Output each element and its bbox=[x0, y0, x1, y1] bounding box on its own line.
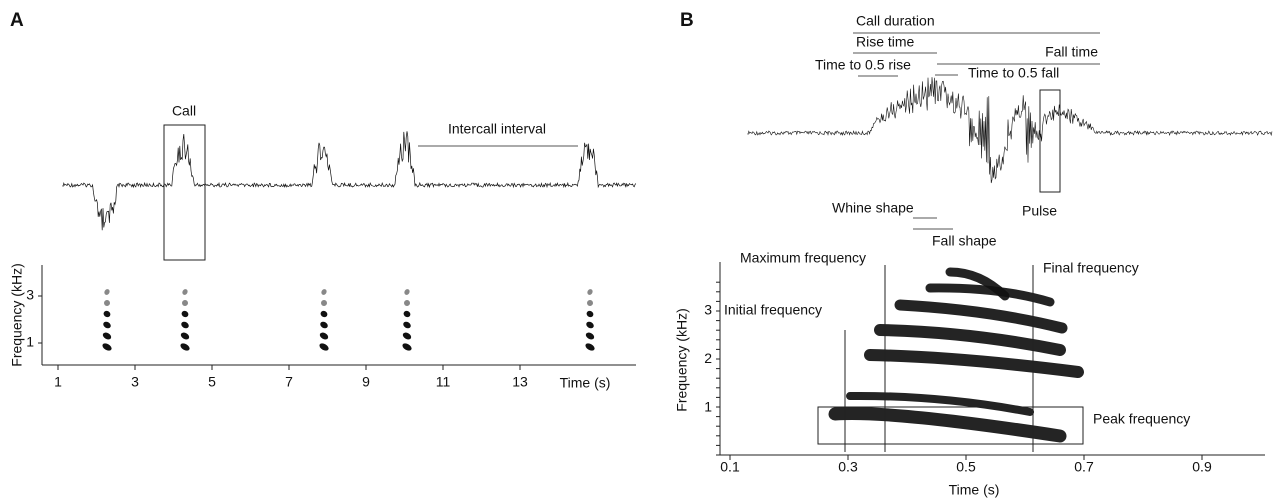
y-axis-label: Frequency (kHz) bbox=[9, 263, 25, 366]
y-tick-label: 2 bbox=[704, 350, 712, 366]
spectrogram-mark bbox=[585, 343, 595, 351]
spectrogram-mark bbox=[587, 300, 593, 306]
spectrogram-mark bbox=[403, 321, 411, 329]
annotation: Peak frequency bbox=[1093, 411, 1190, 427]
harmonic-band bbox=[846, 391, 1034, 416]
y-axis-label: Frequency (kHz) bbox=[674, 308, 690, 411]
x-axis-label: Time (s) bbox=[560, 375, 611, 391]
panel-label: A bbox=[10, 10, 24, 31]
x-tick-label: 9 bbox=[362, 374, 370, 390]
annotation: Maximum frequency bbox=[740, 250, 866, 266]
harmonic-band bbox=[945, 267, 1010, 301]
x-tick-label: 11 bbox=[436, 374, 451, 390]
spectrogram-mark bbox=[180, 332, 190, 340]
panel-label: B bbox=[680, 10, 694, 31]
annotation: Intercall interval bbox=[448, 121, 546, 137]
spectrogram-mark bbox=[585, 332, 595, 340]
spectrogram-mark bbox=[320, 310, 328, 318]
waveform bbox=[747, 77, 1273, 184]
spectrogram-mark bbox=[321, 300, 327, 306]
spectrogram-mark bbox=[319, 332, 329, 340]
spectrogram-mark bbox=[104, 289, 110, 295]
annotation: Time to 0.5 rise bbox=[815, 57, 911, 73]
spectrogram-mark bbox=[320, 321, 328, 329]
spectrogram-mark bbox=[182, 300, 188, 306]
x-tick-label: 13 bbox=[512, 374, 528, 390]
spectrogram-mark bbox=[103, 310, 111, 318]
annotation: Fall time bbox=[1045, 44, 1098, 60]
x-axis-label: Time (s) bbox=[949, 482, 1000, 498]
spectrogram bbox=[828, 267, 1084, 443]
x-tick-label: 0.1 bbox=[720, 459, 740, 475]
x-tick-label: 3 bbox=[131, 374, 139, 390]
spectrogram-mark bbox=[102, 343, 112, 351]
harmonic-band bbox=[864, 349, 1084, 378]
x-tick-label: 0.7 bbox=[1074, 459, 1094, 475]
x-tick-label: 0.5 bbox=[956, 459, 976, 475]
spectrogram-mark bbox=[182, 289, 188, 295]
call-box bbox=[163, 124, 206, 261]
waveform bbox=[62, 131, 637, 231]
harmonic-band bbox=[894, 299, 1068, 334]
spectrogram-mark bbox=[181, 310, 189, 318]
harmonic-band bbox=[925, 283, 1055, 307]
annotation: Time to 0.5 fall bbox=[968, 65, 1059, 81]
spectrogram-mark bbox=[104, 300, 111, 306]
spectrogram-mark bbox=[321, 289, 327, 295]
x-tick-label: 0.3 bbox=[838, 459, 858, 475]
x-tick-label: 5 bbox=[208, 374, 216, 390]
annotation: Pulse bbox=[1022, 203, 1057, 219]
peak-box bbox=[817, 406, 1084, 445]
annotation: Fall shape bbox=[932, 233, 997, 249]
annotation: Final frequency bbox=[1043, 260, 1139, 276]
y-tick-label: 1 bbox=[704, 399, 712, 415]
harmonic-band bbox=[874, 324, 1066, 356]
spectrogram-mark bbox=[319, 343, 329, 351]
spectrogram-mark bbox=[404, 289, 410, 295]
annotation: Call duration bbox=[856, 13, 935, 29]
annotation: Whine shape bbox=[832, 200, 914, 216]
y-tick-label: 3 bbox=[26, 287, 34, 303]
spectrogram-mark bbox=[587, 289, 593, 295]
annotation: Call bbox=[172, 103, 196, 119]
spectrogram-mark bbox=[180, 343, 190, 351]
y-tick-label: 1 bbox=[26, 334, 34, 350]
spectrogram-mark bbox=[403, 310, 411, 318]
annotation: Initial frequency bbox=[724, 302, 822, 318]
annotation: Rise time bbox=[856, 34, 915, 50]
x-tick-label: 7 bbox=[285, 374, 293, 390]
spectrogram-mark bbox=[181, 321, 189, 329]
y-tick-label: 3 bbox=[704, 302, 712, 318]
spectrogram-mark bbox=[404, 300, 410, 306]
spectrogram-mark bbox=[102, 332, 112, 340]
harmonic-band bbox=[828, 406, 1067, 443]
x-tick-label: 0.9 bbox=[1192, 459, 1212, 475]
spectrogram-mark bbox=[586, 310, 594, 318]
spectrogram-mark bbox=[402, 343, 412, 351]
spectrogram-mark bbox=[103, 321, 111, 329]
pulse-box bbox=[1039, 89, 1061, 193]
spectrogram-mark bbox=[402, 332, 412, 340]
x-tick-label: 1 bbox=[54, 374, 62, 390]
spectrogram-mark bbox=[586, 321, 594, 329]
